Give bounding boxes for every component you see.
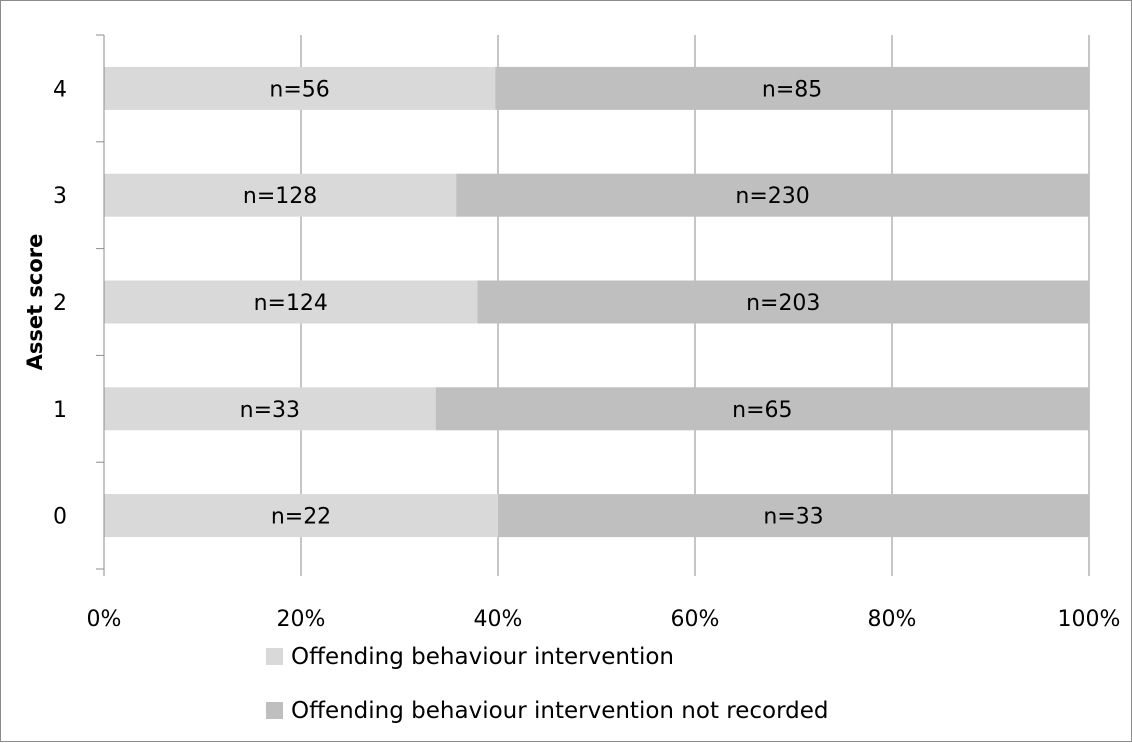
labels-layer: 0% 20% 40% 60% 80% 100% 0 1 2 3 4 n=22 n=33 n=33 n=65 n… xyxy=(53,77,1120,632)
bar-data-label: n=65 xyxy=(732,398,792,423)
x-tick-label: 100% xyxy=(1058,607,1121,632)
bar-data-label: n=85 xyxy=(762,77,822,102)
bar-segment xyxy=(456,173,1089,217)
x-tick-label: 40% xyxy=(474,607,523,632)
bar-data-label: n=33 xyxy=(240,398,300,423)
bar-segment xyxy=(104,494,498,538)
bar-segment xyxy=(104,280,478,324)
legend-label: Offending behaviour intervention not rec… xyxy=(291,698,829,724)
bar-segment xyxy=(435,387,1089,431)
y-tick-label: 3 xyxy=(53,184,67,209)
bar-data-label: n=230 xyxy=(735,184,809,209)
x-tick-label: 0% xyxy=(87,607,122,632)
y-tick-label: 0 xyxy=(53,505,67,530)
y-tick-label: 2 xyxy=(53,291,67,316)
legend: Offending behaviour intervention Offendin… xyxy=(266,644,829,724)
bar-data-label: n=203 xyxy=(746,291,820,316)
y-tick-label: 4 xyxy=(53,77,67,102)
bar-segment xyxy=(104,387,436,431)
x-tick-label: 20% xyxy=(277,607,326,632)
bar-segment xyxy=(495,66,1089,110)
legend-swatch xyxy=(266,702,283,719)
bars-layer xyxy=(104,66,1089,538)
bar-data-label: n=33 xyxy=(763,505,823,530)
axis-layer xyxy=(96,34,1090,576)
bar-data-label: n=22 xyxy=(271,505,331,530)
legend-swatch xyxy=(266,648,283,665)
bar-segment xyxy=(477,280,1089,324)
x-tick-label: 60% xyxy=(671,607,720,632)
bar-data-label: n=56 xyxy=(269,77,329,102)
bar-data-label: n=124 xyxy=(254,291,328,316)
y-tick-label: 1 xyxy=(53,398,67,423)
bar-segment xyxy=(498,494,1089,538)
y-axis-title: Asset score xyxy=(23,234,47,371)
bar-segment xyxy=(104,66,496,110)
bar-segment xyxy=(104,173,457,217)
bar-data-label: n=128 xyxy=(243,184,317,209)
x-tick-label: 80% xyxy=(868,607,917,632)
legend-label: Offending behaviour intervention xyxy=(291,644,674,670)
